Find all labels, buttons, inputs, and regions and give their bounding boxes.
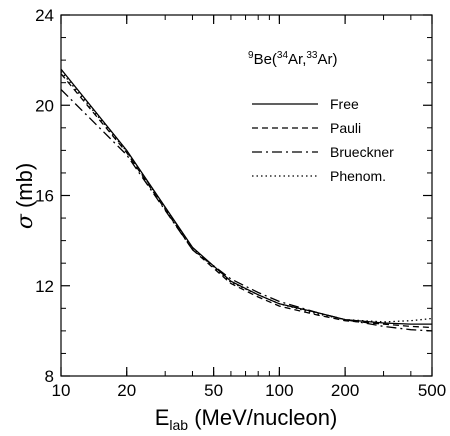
x-tick-label: 100 xyxy=(265,381,293,400)
reaction-annotation: 9Be(34Ar,33Ar) xyxy=(248,50,338,68)
x-tick-labels: 10 20 50 100 200 500 xyxy=(52,381,447,400)
y-tick-label: 8 xyxy=(45,367,54,386)
y-axis-title: σ (mb) xyxy=(12,163,38,229)
x-axis-title: Elab (MeV/nucleon) xyxy=(155,405,338,433)
legend-label: Brueckner xyxy=(330,144,394,160)
x-tick-label: 200 xyxy=(331,381,359,400)
series-lines xyxy=(60,68,433,332)
y-tick-labels: 8 12 16 20 24 xyxy=(35,6,54,386)
y-tick-label: 16 xyxy=(35,187,54,206)
x-tick-label: 10 xyxy=(52,381,71,400)
y-tick-label: 20 xyxy=(35,96,54,115)
y-tick-label: 24 xyxy=(35,6,54,25)
legend: Free Pauli Brueckner Phenom. xyxy=(252,96,394,184)
legend-label: Free xyxy=(330,96,359,112)
y-tick-label: 12 xyxy=(35,277,54,296)
x-tick-label: 50 xyxy=(204,381,223,400)
series-line-phenom xyxy=(60,70,433,323)
x-tick-label: 500 xyxy=(418,381,446,400)
legend-label: Pauli xyxy=(330,120,361,136)
axis-ticks xyxy=(60,14,433,377)
x-tick-label: 20 xyxy=(117,381,136,400)
series-line-brueckner xyxy=(60,89,433,332)
series-line-free xyxy=(60,68,432,325)
legend-label: Phenom. xyxy=(330,168,386,184)
